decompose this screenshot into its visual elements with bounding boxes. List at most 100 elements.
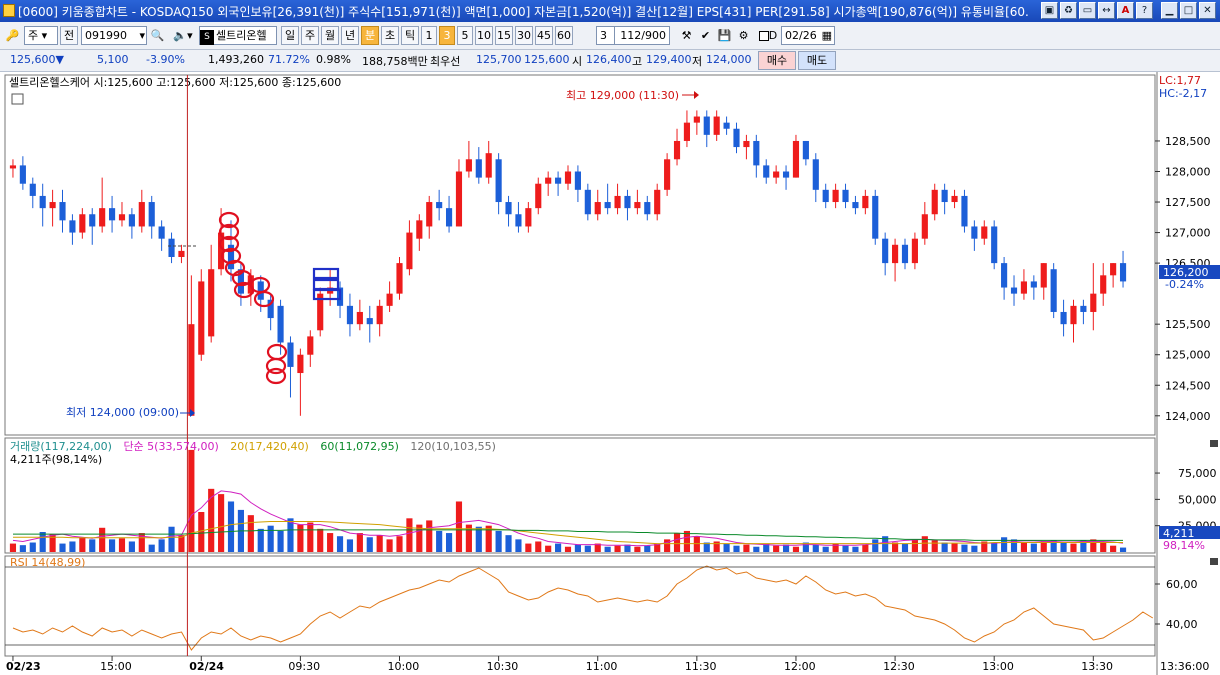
window-icon[interactable]: ▭: [1079, 2, 1096, 19]
rsi-panel[interactable]: [4, 555, 1156, 657]
tool-icon[interactable]: ⚒: [681, 29, 692, 42]
volume-bar: [39, 532, 46, 552]
volume-bar: [198, 512, 205, 552]
interval-3[interactable]: 3: [439, 26, 455, 45]
resize-icon[interactable]: ↔: [1098, 2, 1115, 19]
volume-bar: [515, 539, 522, 552]
save-icon[interactable]: 💾: [717, 29, 732, 42]
volume-current-label: 4,211: [1163, 527, 1195, 540]
volume-bar: [287, 518, 294, 552]
volume-bar: [693, 536, 700, 552]
volume-bar: [1110, 545, 1117, 552]
maximize-button[interactable]: □: [1180, 2, 1197, 19]
search-icon[interactable]: 🔍: [150, 29, 165, 42]
volume-bar: [634, 546, 641, 552]
volume-bar: [882, 536, 889, 552]
interval-1[interactable]: 1: [421, 26, 437, 45]
checkbox-icon[interactable]: [758, 31, 769, 41]
date-check[interactable]: D: [756, 27, 780, 44]
speaker-icon[interactable]: 🔈▾: [173, 29, 193, 42]
volume-bar: [961, 544, 968, 552]
candle-body: [49, 202, 56, 209]
prev-button[interactable]: 전: [60, 26, 78, 45]
candle-body: [763, 165, 770, 178]
time-tick-label: 10:00: [388, 660, 420, 673]
rsi-panel-handle-icon[interactable]: [1210, 558, 1218, 565]
volume-bar: [1080, 540, 1087, 552]
check-tool-icon[interactable]: ✔: [700, 29, 711, 42]
candle-body: [1020, 281, 1028, 294]
stock-code-input[interactable]: 091990 ▾: [81, 26, 147, 45]
volume-bar: [564, 546, 572, 552]
low-price: 124,000: [706, 53, 752, 66]
chart-area[interactable]: 셀트리온헬스케어 시:125,600 고:125,600 저:125,600 종…: [0, 72, 1220, 675]
price-panel-header: 셀트리온헬스케어 시:125,600 고:125,600 저:125,600 종…: [9, 76, 341, 89]
price-tick-label: 124,500: [1165, 379, 1211, 392]
volume-legend-ma120: 120(10,103,55): [410, 440, 496, 453]
interval-60[interactable]: 60: [555, 26, 573, 45]
settings-icon[interactable]: ⚙: [738, 29, 749, 42]
volume-legend-ma5: 단순 5(33,574,00): [123, 440, 218, 453]
candle-body: [555, 177, 562, 184]
font-icon[interactable]: A: [1117, 2, 1134, 19]
interval-45[interactable]: 45: [535, 26, 553, 45]
candle-body: [346, 305, 354, 325]
market-type-select[interactable]: 주 ▾: [24, 26, 58, 45]
interval-5[interactable]: 5: [457, 26, 473, 45]
time-axis: 02/23 15:00 02/24 09:30 10:00 10:30 11:00 11:30…: [6, 656, 1113, 673]
period-month[interactable]: 월: [321, 26, 339, 45]
period-year[interactable]: 년: [341, 26, 359, 45]
interval-30[interactable]: 30: [515, 26, 533, 45]
count-value: 112: [620, 29, 642, 42]
volume-bar: [723, 543, 730, 552]
candle-body: [872, 195, 879, 239]
time-tick-label: 13:30: [1081, 660, 1113, 673]
candle-body: [743, 140, 750, 148]
time-tick-label: 15:00: [100, 660, 132, 673]
volume-bars: [9, 449, 1127, 552]
minimize-button[interactable]: ▁: [1161, 2, 1178, 19]
high-price: 129,400: [646, 53, 692, 66]
volume-bar: [1090, 539, 1097, 552]
dropdown-icon: ▾: [139, 29, 145, 42]
volume-legend: 거래량(117,224,00) 단순 5(33,574,00) 20(17,42…: [10, 440, 496, 453]
time-tick-label: 13:00: [982, 660, 1014, 673]
period-minute[interactable]: 분: [361, 26, 379, 45]
candle-body: [89, 214, 96, 227]
period-week[interactable]: 주: [301, 26, 319, 45]
candle-body: [713, 116, 720, 135]
help-icon[interactable]: ?: [1136, 2, 1153, 19]
volume-bar: [178, 535, 185, 552]
quote-bar: 125,600▼ 5,100 -3.90% 1,493,260 71.72% 0…: [0, 50, 1220, 72]
volume-bar: [743, 544, 750, 552]
volume-bar: [812, 544, 819, 552]
grid-icon[interactable]: [11, 93, 24, 105]
period-tick[interactable]: 틱: [401, 26, 419, 45]
candle-body: [138, 202, 145, 227]
volume-bar: [218, 494, 225, 552]
volume-bar: [1070, 543, 1077, 552]
volume-panel-handle-icon[interactable]: [1210, 440, 1218, 447]
stock-chart[interactable]: 셀트리온헬스케어 시:125,600 고:125,600 저:125,600 종…: [0, 72, 1220, 675]
volume-bar: [1050, 540, 1057, 552]
volume-bar: [574, 544, 581, 552]
lock-icon[interactable]: 🔑: [5, 29, 20, 42]
candle-body: [981, 226, 988, 239]
interval-10[interactable]: 10: [475, 26, 493, 45]
volume-bar: [971, 545, 978, 552]
calendar-icon[interactable]: ▦: [821, 29, 832, 42]
link-icon[interactable]: ▣: [1041, 2, 1058, 19]
high-label: 고: [632, 55, 643, 68]
date-input[interactable]: 02/26 ▦: [781, 26, 835, 45]
price-panel[interactable]: [4, 74, 1156, 436]
period-second[interactable]: 초: [381, 26, 399, 45]
refresh-icon[interactable]: ♻: [1060, 2, 1077, 19]
volume-bar: [307, 522, 314, 552]
buy-button[interactable]: 매수: [758, 51, 796, 70]
interval-15[interactable]: 15: [495, 26, 513, 45]
period-day[interactable]: 일: [281, 26, 299, 45]
close-button[interactable]: ✕: [1199, 2, 1216, 19]
volume-bar: [118, 538, 126, 552]
sell-button[interactable]: 매도: [798, 51, 836, 70]
count-input[interactable]: 112/900: [614, 26, 670, 45]
